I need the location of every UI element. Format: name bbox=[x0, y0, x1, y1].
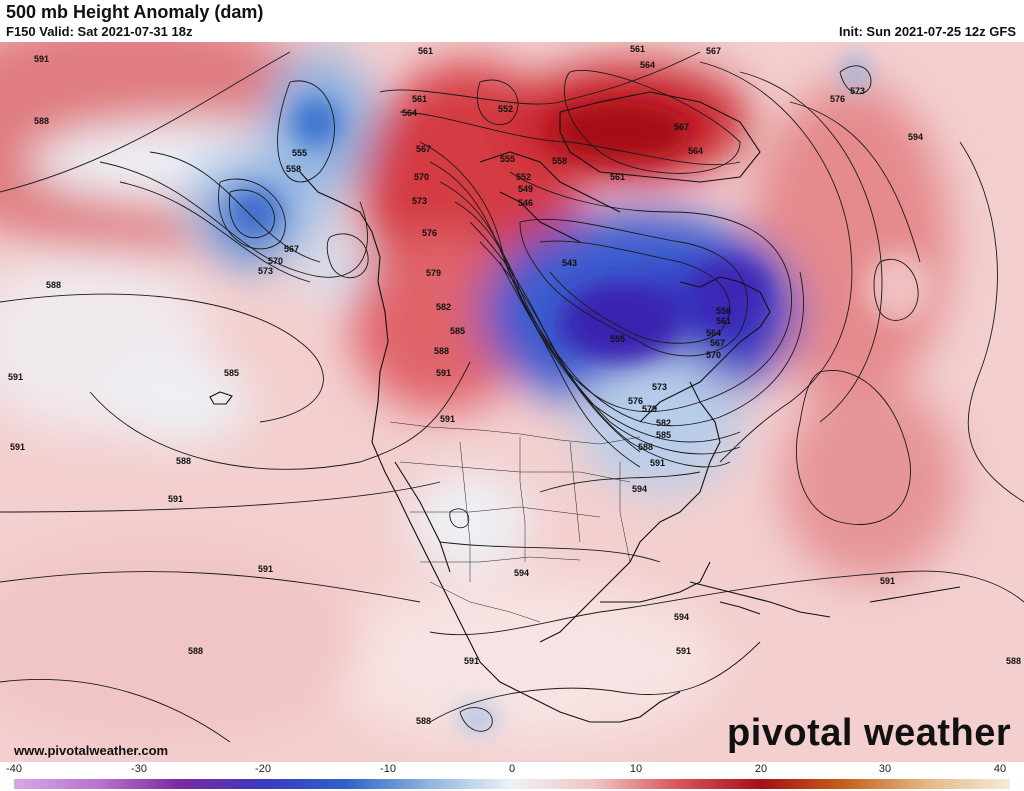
contour-label: 561 bbox=[418, 46, 433, 56]
contour-label: 567 bbox=[706, 46, 721, 56]
contour-label: 570 bbox=[414, 172, 429, 182]
contour-label: 552 bbox=[498, 104, 513, 114]
contour-label: 558 bbox=[286, 164, 301, 174]
contour-label: 591 bbox=[34, 54, 49, 64]
contour-label: 564 bbox=[706, 328, 721, 338]
contour-label: 546 bbox=[518, 198, 533, 208]
contour-label: 591 bbox=[8, 372, 23, 382]
valid-time: F150 Valid: Sat 2021-07-31 18z bbox=[6, 24, 193, 39]
contour-label: 573 bbox=[258, 266, 273, 276]
contour-label: 576 bbox=[628, 396, 643, 406]
contour-label: 591 bbox=[436, 368, 451, 378]
anomaly-cores bbox=[230, 56, 935, 730]
contour-label: 588 bbox=[46, 280, 61, 290]
contour-label: 588 bbox=[34, 116, 49, 126]
map-title: 500 mb Height Anomaly (dam) bbox=[6, 2, 264, 22]
init-time: Init: Sun 2021-07-25 12z GFS bbox=[838, 24, 1016, 39]
contour-label: 561 bbox=[412, 94, 427, 104]
contour-label: 573 bbox=[850, 86, 865, 96]
contour-label: 591 bbox=[258, 564, 273, 574]
contour-labels: 591 588 588 591 588 591 591 588 561 561 … bbox=[8, 44, 1021, 726]
contour-label: 591 bbox=[440, 414, 455, 424]
contour-label: 585 bbox=[450, 326, 465, 336]
contour-label: 588 bbox=[1006, 656, 1021, 666]
colorbar-tick: 0 bbox=[508, 763, 516, 775]
contour-label: 555 bbox=[500, 154, 515, 164]
contour-label: 594 bbox=[514, 568, 529, 578]
contour-label: 567 bbox=[710, 338, 725, 348]
contour-label: 591 bbox=[650, 458, 665, 468]
contour-label: 591 bbox=[676, 646, 691, 656]
contour-label: 543 bbox=[562, 258, 577, 268]
colorbar-tick: -20 bbox=[255, 763, 271, 775]
coastlines bbox=[209, 91, 961, 723]
contour-label: 549 bbox=[518, 184, 533, 194]
colorbar: -40 -30 -20 -10 0 10 20 30 40 bbox=[0, 762, 1024, 791]
borders bbox=[389, 421, 641, 623]
contour-label: 594 bbox=[632, 484, 647, 494]
header: 500 mb Height Anomaly (dam) F150 Valid: … bbox=[0, 0, 1024, 42]
website-credit: www.pivotalweather.com bbox=[14, 743, 169, 758]
contour-label: 561 bbox=[630, 44, 645, 54]
contour-label: 594 bbox=[908, 132, 923, 142]
contour-label: 591 bbox=[880, 576, 895, 586]
contour-label: 579 bbox=[642, 404, 657, 414]
contour-label: 579 bbox=[426, 268, 441, 278]
contour-label: 567 bbox=[284, 244, 299, 254]
contour-label: 576 bbox=[830, 94, 845, 104]
map-canvas: 591 588 588 591 588 591 591 588 561 561 … bbox=[0, 42, 1024, 762]
contour-label: 591 bbox=[10, 442, 25, 452]
contour-label: 585 bbox=[224, 368, 239, 378]
height-contours bbox=[0, 51, 1024, 743]
contour-label: 582 bbox=[436, 302, 451, 312]
contour-label: 573 bbox=[412, 196, 427, 206]
contour-label: 588 bbox=[188, 646, 203, 656]
contour-label: 591 bbox=[168, 494, 183, 504]
contour-label: 552 bbox=[516, 172, 531, 182]
contour-label: 588 bbox=[434, 346, 449, 356]
colorbar-tick: 10 bbox=[629, 763, 643, 775]
contour-label: 585 bbox=[656, 430, 671, 440]
colorbar-gradient bbox=[14, 779, 1010, 789]
contour-label: 576 bbox=[422, 228, 437, 238]
contour-label: 570 bbox=[268, 256, 283, 266]
contour-label: 582 bbox=[656, 418, 671, 428]
contour-label: 588 bbox=[416, 716, 431, 726]
contour-label: 570 bbox=[706, 350, 721, 360]
colorbar-tick: 20 bbox=[754, 763, 768, 775]
colorbar-tick: -40 bbox=[6, 763, 22, 775]
contour-label: 573 bbox=[652, 382, 667, 392]
contour-label: 588 bbox=[176, 456, 191, 466]
contour-label: 564 bbox=[402, 108, 417, 118]
anomaly-map: 591 588 588 591 588 591 591 588 561 561 … bbox=[0, 42, 1024, 762]
contour-label: 591 bbox=[464, 656, 479, 666]
colorbar-tick: 30 bbox=[878, 763, 892, 775]
contour-label: 567 bbox=[416, 144, 431, 154]
pivotal-weather-logo: pivotal weather bbox=[727, 712, 1012, 754]
contour-label: 555 bbox=[610, 334, 625, 344]
contour-label: 558 bbox=[716, 306, 731, 316]
colorbar-tick: -30 bbox=[131, 763, 147, 775]
contour-label: 564 bbox=[688, 146, 703, 156]
contour-label: 558 bbox=[552, 156, 567, 166]
contour-label: 567 bbox=[674, 122, 689, 132]
contour-label: 555 bbox=[292, 148, 307, 158]
contour-label: 594 bbox=[674, 612, 689, 622]
colorbar-tick: 40 bbox=[993, 763, 1007, 775]
colorbar-tick: -10 bbox=[380, 763, 396, 775]
contour-label: 561 bbox=[610, 172, 625, 182]
contour-label: 588 bbox=[638, 442, 653, 452]
contour-label: 561 bbox=[716, 316, 731, 326]
contour-label: 564 bbox=[640, 60, 655, 70]
